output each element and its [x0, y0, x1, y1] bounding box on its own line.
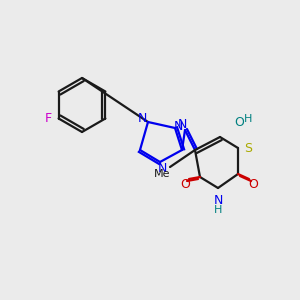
Text: Me: Me — [154, 169, 170, 179]
Text: N: N — [137, 112, 147, 125]
Text: S: S — [244, 142, 252, 154]
Text: N: N — [177, 118, 187, 131]
Text: O: O — [234, 116, 244, 128]
Text: F: F — [45, 112, 52, 125]
Text: O: O — [180, 178, 190, 191]
Text: H: H — [244, 114, 252, 124]
Text: N: N — [173, 121, 183, 134]
Text: O: O — [248, 178, 258, 191]
Text: N: N — [157, 163, 167, 176]
Text: N: N — [213, 194, 223, 206]
Text: H: H — [214, 205, 222, 215]
